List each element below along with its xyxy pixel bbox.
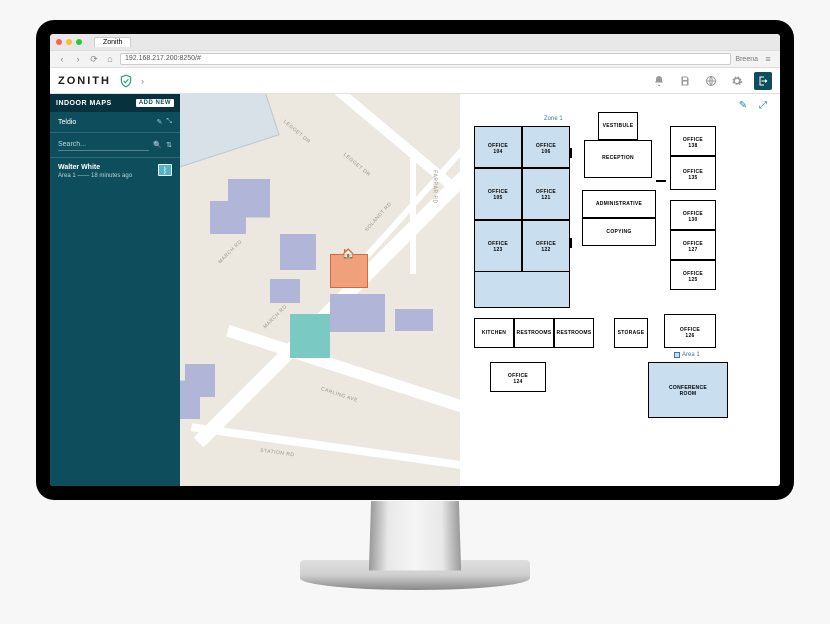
- expand-icon[interactable]: ⤡: [166, 118, 172, 126]
- map-panel[interactable]: MARCH RD MARCH RD LEGGET DR LEGGET DR CA…: [180, 94, 460, 486]
- sidebar-item-context[interactable]: Teldio ✎ ⤡: [50, 112, 180, 133]
- room-o135[interactable]: OFFICE135: [670, 156, 716, 190]
- app-logo[interactable]: ZONITH: [58, 75, 111, 87]
- person-meta: Area 1 —— 18 minutes ago: [58, 173, 132, 179]
- room-copy[interactable]: COPYING: [582, 218, 656, 246]
- room-o122[interactable]: OFFICE122: [522, 220, 570, 272]
- map-building: [280, 234, 316, 270]
- save-icon[interactable]: [676, 72, 694, 90]
- room-o124[interactable]: OFFICE124: [490, 362, 546, 392]
- map-pin-icon: 🏠: [342, 249, 354, 260]
- room-o126[interactable]: OFFICE126: [664, 314, 716, 348]
- road-farrar: [410, 154, 416, 274]
- minimize-window-icon[interactable]: [66, 39, 72, 45]
- sidebar-item-person[interactable]: Walter White Area 1 —— 18 minutes ago ᛒ: [50, 158, 180, 185]
- browser-tab[interactable]: Zonith: [94, 37, 131, 47]
- map-building: [210, 179, 270, 234]
- forward-icon[interactable]: ›: [72, 53, 84, 65]
- label-carling: CARLING AVE: [320, 386, 358, 404]
- room-o130[interactable]: OFFICE130: [670, 200, 716, 230]
- search-input[interactable]: [58, 139, 149, 151]
- sidebar-header: INDOOR MAPS ADD NEW: [50, 94, 180, 112]
- room-vestibule[interactable]: VESTIBULE: [598, 112, 638, 140]
- back-icon[interactable]: ‹: [56, 53, 68, 65]
- room-kitchen[interactable]: KITCHEN: [474, 318, 514, 348]
- area-swatch: [674, 352, 680, 358]
- zone-label: Zone 1: [544, 116, 563, 122]
- room-rest1[interactable]: RESTROOMS: [514, 318, 554, 348]
- area-label: Area 1: [682, 352, 700, 358]
- door: [570, 148, 572, 158]
- zone-corridor: [474, 272, 570, 308]
- door: [656, 180, 666, 182]
- home-icon[interactable]: ⌂: [104, 53, 116, 65]
- close-window-icon[interactable]: [56, 39, 62, 45]
- bluetooth-icon: ᛒ: [158, 164, 172, 176]
- room-admin[interactable]: ADMINISTRATIVE: [582, 190, 656, 218]
- room-reception[interactable]: RECEPTION: [584, 140, 652, 178]
- map-building-teal: [290, 314, 330, 358]
- bell-icon[interactable]: [650, 72, 668, 90]
- screen: Zonith ‹ › ⟳ ⌂ 192.168.217.200:8250/# Br…: [50, 34, 780, 486]
- expand-icon[interactable]: ⤢: [756, 98, 770, 112]
- label-farrar: FARRAR RD: [432, 170, 438, 203]
- room-conference[interactable]: CONFERENCEROOM: [648, 362, 728, 418]
- label-station: STATION RD: [260, 448, 295, 459]
- map-water: [180, 94, 280, 169]
- floorplan-panel[interactable]: ✎ ⤢ Zone 1 Walter White OFFICE104 OFFICE…: [460, 94, 780, 486]
- shield-icon: [119, 74, 133, 88]
- reload-icon[interactable]: ⟳: [88, 53, 100, 65]
- search-icon[interactable]: 🔍: [153, 141, 162, 149]
- chevron-right-icon[interactable]: ›: [141, 76, 144, 86]
- label-legget-2: LEGGET DR: [342, 152, 371, 178]
- room-storage[interactable]: STORAGE: [614, 318, 648, 348]
- room-rest2[interactable]: RESTROOMS: [554, 318, 594, 348]
- person-name: Walter White: [58, 164, 132, 171]
- gear-icon[interactable]: [728, 72, 746, 90]
- room-o125[interactable]: OFFICE125: [670, 260, 716, 290]
- area-legend: Area 1: [674, 352, 700, 358]
- add-new-button[interactable]: ADD NEW: [136, 99, 174, 107]
- monitor-stand-neck: [369, 501, 461, 570]
- monitor-frame: Zonith ‹ › ⟳ ⌂ 192.168.217.200:8250/# Br…: [36, 20, 794, 500]
- map-building: [180, 364, 215, 419]
- floorplan-toolbar: ✎ ⤢: [736, 98, 770, 112]
- app-body: INDOOR MAPS ADD NEW Teldio ✎ ⤡ 🔍 ⇅: [50, 94, 780, 486]
- door: [570, 238, 572, 248]
- filter-icon[interactable]: ⇅: [166, 141, 172, 149]
- room-o121[interactable]: OFFICE121: [522, 168, 570, 220]
- map-building: [395, 309, 433, 331]
- map-building: [270, 279, 300, 303]
- room-o106[interactable]: OFFICE106: [522, 126, 570, 168]
- url-field[interactable]: 192.168.217.200:8250/#: [120, 53, 731, 65]
- edit-icon[interactable]: ✎: [157, 118, 163, 126]
- window-titlebar: Zonith: [50, 34, 780, 50]
- edit-icon[interactable]: ✎: [736, 98, 750, 112]
- room-o105[interactable]: OFFICE105: [474, 168, 522, 220]
- road-legget: [265, 94, 455, 190]
- sidebar: INDOOR MAPS ADD NEW Teldio ✎ ⤡ 🔍 ⇅: [50, 94, 180, 486]
- label-march-2: MARCH RD: [217, 239, 243, 265]
- app-topbar: ZONITH ›: [50, 68, 780, 94]
- floorplan: Zone 1 Walter White OFFICE104 OFFICE106 …: [474, 118, 766, 472]
- road-station: [191, 423, 460, 473]
- exit-icon[interactable]: [754, 72, 772, 90]
- context-label: Teldio: [58, 119, 76, 126]
- room-o123[interactable]: OFFICE123: [474, 220, 522, 272]
- sidebar-title: INDOOR MAPS: [56, 100, 112, 107]
- browser-address-bar: ‹ › ⟳ ⌂ 192.168.217.200:8250/# Breena ≡: [50, 50, 780, 68]
- maximize-window-icon[interactable]: [76, 39, 82, 45]
- room-o127[interactable]: OFFICE127: [670, 230, 716, 260]
- browser-menu-icon[interactable]: ≡: [762, 53, 774, 65]
- sidebar-search: 🔍 ⇅: [50, 133, 180, 158]
- label-legget: LEGGET DR: [282, 119, 311, 145]
- map-building: [330, 294, 385, 332]
- label-march: MARCH RD: [262, 304, 288, 330]
- room-o104[interactable]: OFFICE104: [474, 126, 522, 168]
- room-o138[interactable]: OFFICE138: [670, 126, 716, 156]
- globe-icon[interactable]: [702, 72, 720, 90]
- browser-profile[interactable]: Breena: [735, 56, 758, 63]
